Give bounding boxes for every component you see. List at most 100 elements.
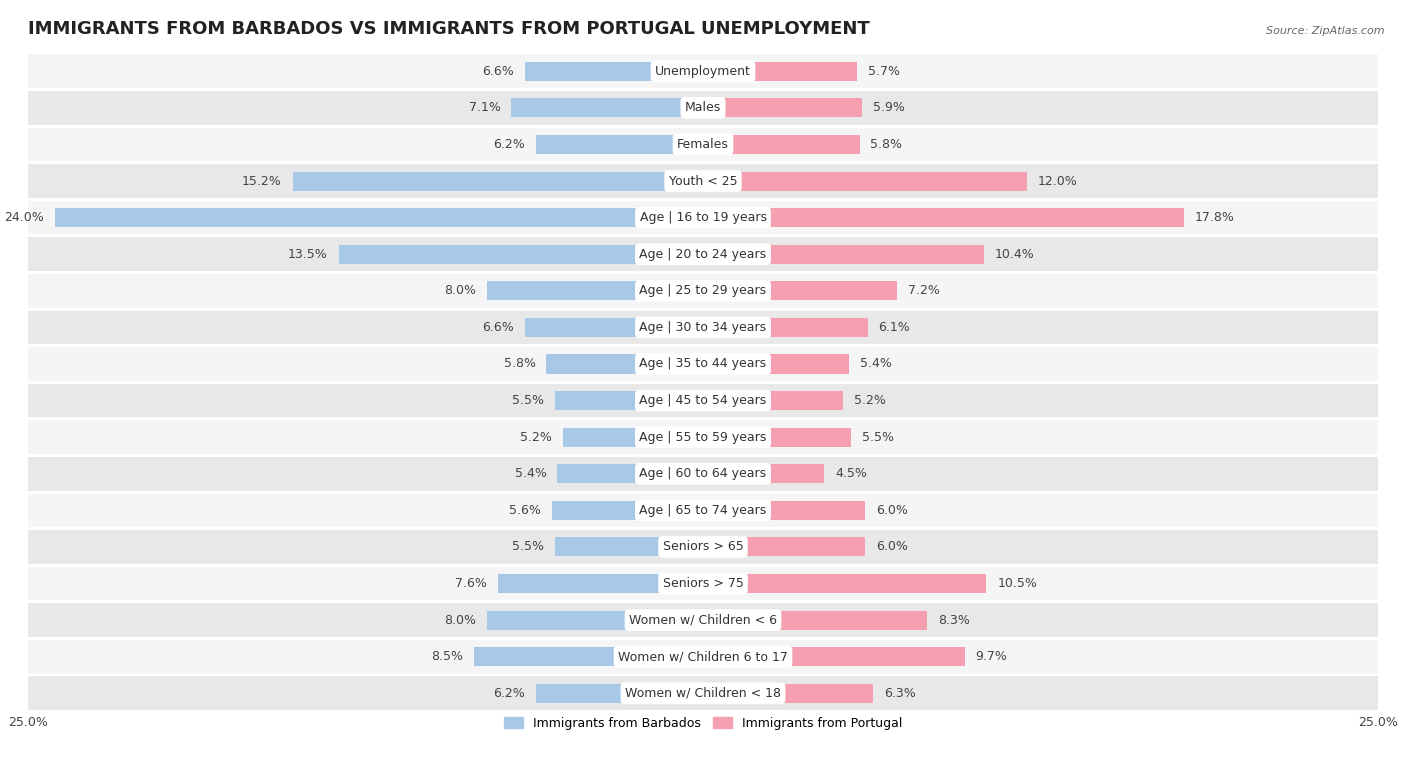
Text: Age | 16 to 19 years: Age | 16 to 19 years: [640, 211, 766, 224]
Bar: [28, 420, 1378, 454]
Bar: [547, 354, 703, 373]
Bar: [554, 537, 703, 556]
Text: 24.0%: 24.0%: [4, 211, 45, 224]
Bar: [703, 354, 849, 373]
Bar: [512, 98, 703, 117]
Bar: [28, 494, 1378, 527]
Text: 10.4%: 10.4%: [994, 248, 1035, 260]
Text: 4.5%: 4.5%: [835, 467, 868, 480]
Text: 7.2%: 7.2%: [908, 285, 941, 298]
Text: 5.6%: 5.6%: [509, 504, 541, 517]
Bar: [703, 684, 873, 702]
Bar: [703, 574, 987, 593]
Text: Women w/ Children 6 to 17: Women w/ Children 6 to 17: [619, 650, 787, 663]
Text: Seniors > 75: Seniors > 75: [662, 577, 744, 590]
Bar: [28, 603, 1378, 637]
Bar: [28, 164, 1378, 198]
Text: Age | 55 to 59 years: Age | 55 to 59 years: [640, 431, 766, 444]
Bar: [524, 62, 703, 81]
Bar: [486, 611, 703, 630]
Text: 5.4%: 5.4%: [859, 357, 891, 370]
Bar: [339, 245, 703, 263]
Bar: [703, 611, 927, 630]
Bar: [703, 208, 1184, 227]
Bar: [28, 128, 1378, 161]
Bar: [524, 318, 703, 337]
Text: 6.6%: 6.6%: [482, 65, 515, 78]
Bar: [703, 172, 1026, 191]
Text: 6.3%: 6.3%: [884, 687, 915, 699]
Text: 9.7%: 9.7%: [976, 650, 1008, 663]
Bar: [703, 391, 844, 410]
Bar: [703, 647, 965, 666]
Text: 5.7%: 5.7%: [868, 65, 900, 78]
Bar: [536, 135, 703, 154]
Text: 8.3%: 8.3%: [938, 614, 970, 627]
Bar: [557, 464, 703, 483]
Legend: Immigrants from Barbados, Immigrants from Portugal: Immigrants from Barbados, Immigrants fro…: [499, 712, 907, 735]
Bar: [28, 530, 1378, 564]
Text: 5.5%: 5.5%: [512, 394, 544, 407]
Text: 13.5%: 13.5%: [288, 248, 328, 260]
Bar: [486, 282, 703, 301]
Text: 5.9%: 5.9%: [873, 101, 905, 114]
Text: 5.2%: 5.2%: [520, 431, 551, 444]
Bar: [28, 238, 1378, 271]
Text: Unemployment: Unemployment: [655, 65, 751, 78]
Text: Seniors > 65: Seniors > 65: [662, 540, 744, 553]
Text: 8.5%: 8.5%: [430, 650, 463, 663]
Text: Age | 60 to 64 years: Age | 60 to 64 years: [640, 467, 766, 480]
Text: Age | 65 to 74 years: Age | 65 to 74 years: [640, 504, 766, 517]
Bar: [28, 347, 1378, 381]
Text: 6.0%: 6.0%: [876, 504, 908, 517]
Text: Source: ZipAtlas.com: Source: ZipAtlas.com: [1267, 26, 1385, 36]
Bar: [703, 501, 865, 520]
Text: 6.2%: 6.2%: [494, 687, 524, 699]
Text: Age | 45 to 54 years: Age | 45 to 54 years: [640, 394, 766, 407]
Text: 5.8%: 5.8%: [870, 138, 903, 151]
Text: Women w/ Children < 18: Women w/ Children < 18: [626, 687, 780, 699]
Bar: [703, 428, 852, 447]
Bar: [28, 201, 1378, 235]
Bar: [498, 574, 703, 593]
Bar: [703, 245, 984, 263]
Text: 10.5%: 10.5%: [997, 577, 1038, 590]
Bar: [703, 62, 856, 81]
Bar: [28, 457, 1378, 491]
Text: Males: Males: [685, 101, 721, 114]
Bar: [703, 464, 824, 483]
Text: 15.2%: 15.2%: [242, 175, 281, 188]
Text: 5.4%: 5.4%: [515, 467, 547, 480]
Text: Age | 35 to 44 years: Age | 35 to 44 years: [640, 357, 766, 370]
Bar: [28, 274, 1378, 307]
Text: 5.5%: 5.5%: [512, 540, 544, 553]
Bar: [551, 501, 703, 520]
Text: IMMIGRANTS FROM BARBADOS VS IMMIGRANTS FROM PORTUGAL UNEMPLOYMENT: IMMIGRANTS FROM BARBADOS VS IMMIGRANTS F…: [28, 20, 870, 38]
Text: Age | 25 to 29 years: Age | 25 to 29 years: [640, 285, 766, 298]
Bar: [28, 677, 1378, 710]
Bar: [28, 91, 1378, 125]
Text: 5.5%: 5.5%: [862, 431, 894, 444]
Text: 7.1%: 7.1%: [468, 101, 501, 114]
Bar: [474, 647, 703, 666]
Bar: [703, 135, 859, 154]
Text: 8.0%: 8.0%: [444, 285, 477, 298]
Bar: [28, 640, 1378, 674]
Text: 6.1%: 6.1%: [879, 321, 910, 334]
Bar: [703, 98, 862, 117]
Bar: [703, 318, 868, 337]
Text: Youth < 25: Youth < 25: [669, 175, 737, 188]
Text: Women w/ Children < 6: Women w/ Children < 6: [628, 614, 778, 627]
Bar: [292, 172, 703, 191]
Text: 5.2%: 5.2%: [855, 394, 886, 407]
Bar: [28, 310, 1378, 344]
Text: Age | 20 to 24 years: Age | 20 to 24 years: [640, 248, 766, 260]
Bar: [562, 428, 703, 447]
Text: Females: Females: [678, 138, 728, 151]
Bar: [703, 537, 865, 556]
Bar: [55, 208, 703, 227]
Text: 17.8%: 17.8%: [1194, 211, 1234, 224]
Text: 6.6%: 6.6%: [482, 321, 515, 334]
Text: 8.0%: 8.0%: [444, 614, 477, 627]
Bar: [28, 384, 1378, 417]
